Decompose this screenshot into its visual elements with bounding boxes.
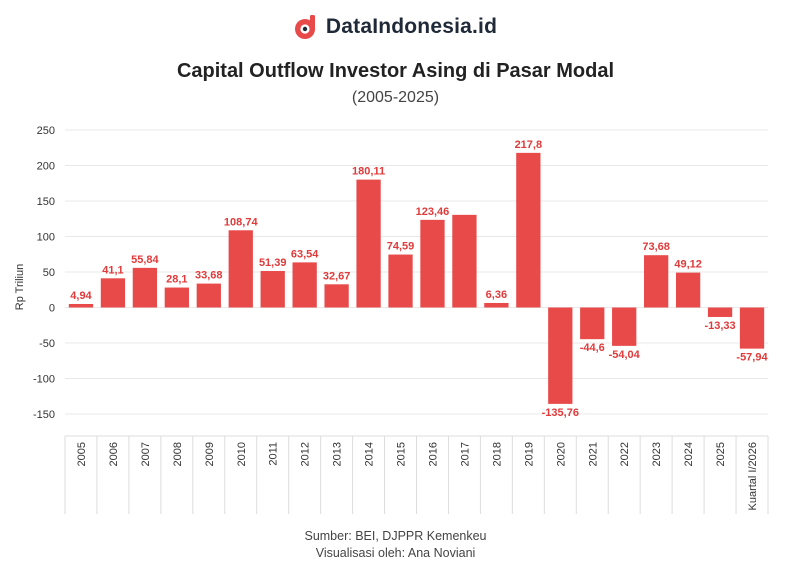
bar <box>164 287 189 308</box>
chart-subtitle: (2005-2025) <box>351 89 440 106</box>
brand: DataIndonesia.id <box>294 14 497 40</box>
data-label: 41,1 <box>102 264 123 276</box>
bar <box>196 283 221 308</box>
bar <box>228 230 253 308</box>
data-label: 33,68 <box>195 270 223 282</box>
data-label: 73,68 <box>642 241 670 253</box>
bar <box>292 262 317 308</box>
data-label: 123,46 <box>416 206 450 218</box>
x-tick-label: Kuartal I/2026 <box>747 442 759 511</box>
x-tick-label: 2014 <box>364 442 376 466</box>
data-label: -54,04 <box>609 349 641 361</box>
x-tick-label: 2020 <box>555 442 567 466</box>
bar <box>548 307 573 404</box>
x-tick-label: 2005 <box>76 442 88 466</box>
y-tick-label: 50 <box>43 267 55 279</box>
x-tick-label: 2010 <box>236 442 248 466</box>
x-tick-label: 2024 <box>683 442 695 466</box>
y-axis-label: Rp Triliun <box>14 264 26 310</box>
data-label: -13,33 <box>704 320 735 332</box>
bar <box>452 214 477 308</box>
x-tick-label: 2023 <box>651 442 663 466</box>
x-tick-label: 2008 <box>172 442 184 466</box>
bar-chart: 4,94 41,1 55,84 28,1 33,68 108,74 51,39 63,54 32… <box>14 125 769 514</box>
data-label: 49,12 <box>674 259 702 271</box>
y-tick-label: 100 <box>37 232 55 244</box>
chart-title: Capital Outflow Investor Asing di Pasar … <box>176 60 615 82</box>
y-tick-label: 200 <box>37 161 55 173</box>
bars <box>68 152 765 404</box>
bar <box>324 284 349 308</box>
x-tick-label: 2013 <box>332 442 344 466</box>
bar <box>675 272 701 308</box>
bar <box>739 307 765 349</box>
bar <box>388 254 413 308</box>
x-tick-label: 2022 <box>619 442 631 466</box>
x-tick-label: 2012 <box>300 442 312 466</box>
bar <box>132 267 158 308</box>
data-label: 180,11 <box>352 166 385 178</box>
y-tick-label: 0 <box>49 303 55 315</box>
bar <box>612 307 637 346</box>
source-note: Sumber: BEI, DJPPR Kemenkeu <box>304 529 487 543</box>
y-tick-label: -50 <box>39 338 55 350</box>
data-label: -135,76 <box>542 407 579 419</box>
data-label: 74,59 <box>387 241 415 253</box>
data-label: 28,1 <box>166 274 187 286</box>
x-tick-label: 2025 <box>715 442 727 466</box>
data-label: -44,6 <box>580 342 605 354</box>
bar <box>644 255 669 308</box>
x-tick-label: 2017 <box>459 442 471 466</box>
data-label: 108,74 <box>224 216 259 228</box>
x-tick-label: 2018 <box>491 442 503 466</box>
y-tick-label: 150 <box>37 196 55 208</box>
data-labels: 4,94 41,1 55,84 28,1 33,68 108,74 51,39 63,54 32… <box>70 139 768 419</box>
data-label: 63,54 <box>291 248 319 260</box>
dataindonesia-logo-icon <box>294 15 315 39</box>
brand-header: DataIndonesia.id <box>0 14 791 45</box>
x-axis-ticks: 2005 2006 2007 2008 2009 2010 2011 2012 2013 2014… <box>76 442 759 511</box>
x-tick-label: 2015 <box>396 442 408 466</box>
data-label: 217,8 <box>515 139 543 151</box>
bar <box>516 152 541 308</box>
data-label: -57,94 <box>736 352 768 364</box>
y-tick-label: -150 <box>33 409 55 421</box>
x-tick-label: 2009 <box>204 442 216 466</box>
data-label: 6,36 <box>486 289 507 301</box>
x-tick-label: 2007 <box>140 442 152 466</box>
x-tick-label: 2011 <box>268 442 280 466</box>
chart-footer: Sumber: BEI, DJPPR Kemenkeu Visualisasi … <box>0 528 791 562</box>
data-label: 4,94 <box>70 290 92 302</box>
bar <box>100 278 126 308</box>
data-label: 51,39 <box>259 257 287 269</box>
bar <box>356 179 381 308</box>
bar <box>420 219 445 308</box>
y-tick-label: 250 <box>37 125 55 137</box>
x-tick-label: 2006 <box>108 442 120 466</box>
data-label: 32,67 <box>323 270 351 282</box>
y-axis-ticks: -150 -100 -50 0 50 100 150 200 250 <box>33 125 55 421</box>
x-tick-label: 2021 <box>587 442 599 466</box>
data-label: 55,84 <box>131 254 159 266</box>
x-tick-label: 2019 <box>523 442 535 466</box>
bar <box>68 303 94 308</box>
x-tick-label: 2016 <box>427 442 439 466</box>
bar <box>484 302 509 308</box>
bar <box>580 307 605 340</box>
credit-note: Visualisasi oleh: Ana Noviani <box>315 546 476 560</box>
y-tick-label: -100 <box>33 374 55 386</box>
bar <box>260 271 285 308</box>
brand-name: DataIndonesia.id <box>325 15 498 38</box>
bar <box>707 307 733 317</box>
